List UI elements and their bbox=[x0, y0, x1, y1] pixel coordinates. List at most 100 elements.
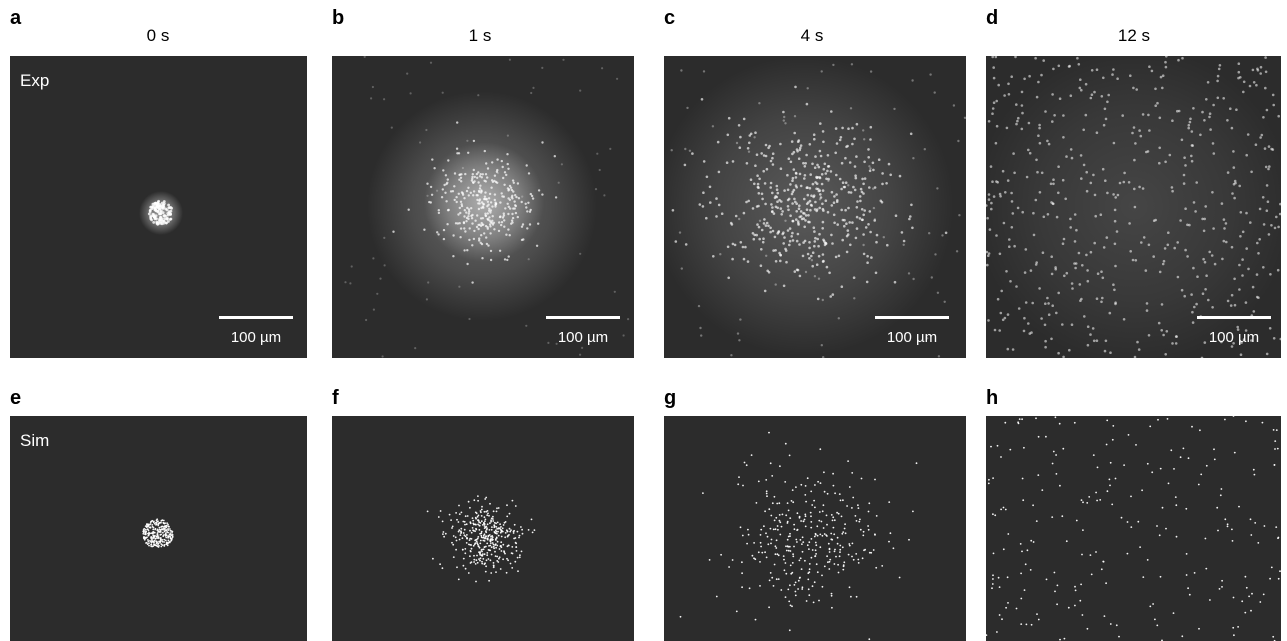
particle bbox=[455, 196, 458, 199]
particle bbox=[475, 559, 478, 562]
particle bbox=[157, 536, 160, 539]
particle bbox=[510, 529, 512, 531]
particle bbox=[162, 534, 165, 536]
particle bbox=[1274, 448, 1276, 450]
particle bbox=[1204, 288, 1207, 291]
particle bbox=[469, 506, 471, 509]
particle bbox=[1176, 241, 1179, 244]
particle bbox=[827, 542, 830, 545]
particle bbox=[489, 211, 492, 214]
particle bbox=[815, 182, 819, 185]
particle bbox=[870, 256, 873, 259]
particle bbox=[507, 167, 510, 170]
particle bbox=[1042, 59, 1045, 62]
particle bbox=[467, 500, 470, 503]
particle bbox=[793, 115, 797, 118]
particle bbox=[1190, 130, 1194, 133]
particle bbox=[839, 548, 842, 551]
particle bbox=[1007, 602, 1009, 604]
particle bbox=[144, 531, 147, 534]
particle bbox=[1133, 205, 1137, 209]
particle bbox=[1222, 239, 1226, 243]
particle bbox=[163, 538, 166, 541]
particle bbox=[156, 537, 159, 540]
particle bbox=[459, 176, 463, 179]
particle bbox=[1201, 217, 1204, 221]
particle bbox=[481, 550, 483, 553]
particle bbox=[810, 556, 813, 559]
particle bbox=[783, 236, 786, 239]
particle bbox=[507, 212, 510, 216]
particle bbox=[579, 353, 582, 356]
particle bbox=[818, 519, 821, 522]
particle bbox=[837, 563, 839, 566]
particle bbox=[1136, 340, 1139, 344]
particle bbox=[824, 241, 828, 245]
particle bbox=[790, 572, 793, 575]
particle bbox=[763, 289, 767, 293]
particle bbox=[1030, 623, 1033, 626]
exp-image-c: 100 µm bbox=[664, 56, 966, 358]
particle bbox=[486, 542, 489, 545]
particle bbox=[451, 525, 454, 528]
particle bbox=[487, 512, 489, 515]
particle bbox=[816, 237, 819, 241]
particle bbox=[1004, 508, 1007, 511]
particle bbox=[460, 173, 463, 176]
particle bbox=[1103, 349, 1107, 353]
particle bbox=[1001, 318, 1005, 322]
particle bbox=[480, 234, 483, 237]
particle bbox=[1141, 187, 1145, 190]
particle bbox=[154, 527, 157, 530]
particle bbox=[784, 562, 787, 564]
particle bbox=[778, 251, 781, 255]
particle bbox=[747, 528, 749, 531]
particle bbox=[481, 554, 484, 557]
particle bbox=[507, 228, 510, 231]
particle bbox=[759, 561, 761, 563]
particle bbox=[1118, 181, 1122, 185]
particle bbox=[460, 532, 462, 534]
panel-letter-g: g bbox=[664, 387, 677, 409]
particle bbox=[150, 540, 152, 543]
particle bbox=[161, 203, 165, 207]
particle bbox=[753, 233, 756, 237]
particle bbox=[521, 223, 525, 226]
particle bbox=[463, 209, 466, 212]
particle bbox=[804, 270, 808, 274]
particle bbox=[155, 522, 157, 524]
particle bbox=[757, 225, 761, 229]
particle bbox=[1269, 273, 1272, 276]
particle bbox=[832, 472, 834, 475]
particle bbox=[795, 210, 798, 213]
particle bbox=[837, 317, 840, 320]
particle bbox=[1121, 114, 1124, 117]
particle bbox=[1248, 595, 1250, 598]
particle bbox=[148, 210, 152, 214]
particle bbox=[1207, 298, 1210, 302]
particle bbox=[776, 200, 779, 203]
particle bbox=[495, 170, 499, 173]
particle bbox=[777, 578, 780, 580]
particle bbox=[1200, 356, 1204, 358]
particle bbox=[481, 560, 483, 563]
particle bbox=[1231, 192, 1234, 195]
particle bbox=[1230, 345, 1234, 348]
particle bbox=[514, 505, 517, 507]
particle bbox=[1012, 152, 1015, 155]
particle bbox=[407, 208, 410, 211]
particle bbox=[1238, 184, 1241, 188]
particle bbox=[902, 243, 905, 246]
particle bbox=[858, 520, 861, 523]
particle bbox=[471, 281, 474, 284]
particle bbox=[1190, 159, 1194, 163]
particle bbox=[157, 524, 160, 527]
particle bbox=[437, 211, 441, 215]
particle bbox=[804, 513, 807, 516]
particle bbox=[987, 252, 991, 255]
particle bbox=[440, 196, 444, 199]
particle bbox=[513, 523, 516, 526]
particle bbox=[463, 528, 466, 531]
particle bbox=[477, 94, 480, 97]
particle bbox=[151, 206, 155, 209]
